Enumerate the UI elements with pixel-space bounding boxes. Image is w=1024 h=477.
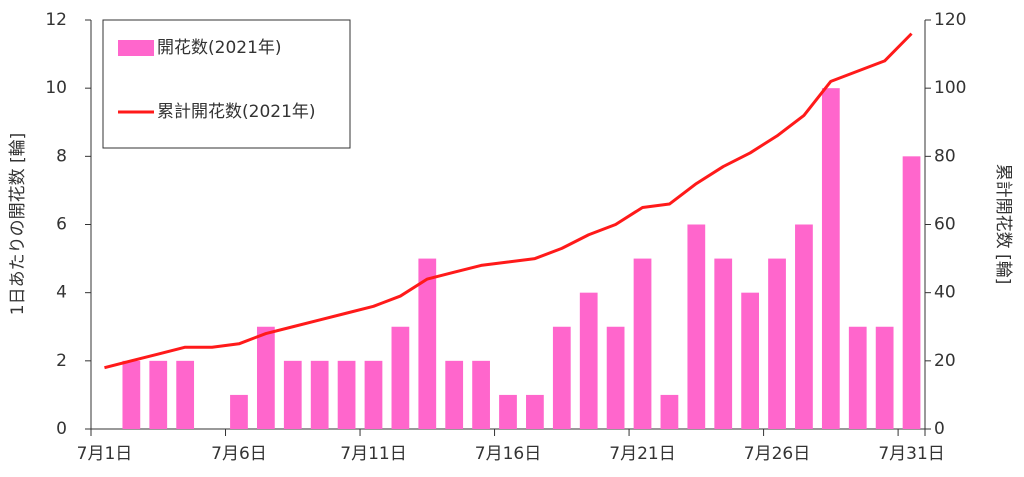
y2-tick-label: 0 bbox=[934, 419, 945, 439]
legend-label: 開花数(2021年) bbox=[157, 38, 282, 58]
y2-tick-label: 60 bbox=[934, 215, 956, 235]
y-tick-label: 4 bbox=[56, 283, 67, 303]
bar bbox=[499, 394, 517, 429]
legend-label: 累計開花数(2021年) bbox=[157, 102, 316, 122]
x-tick-label: 7月31日 bbox=[878, 444, 944, 464]
y2-tick-label: 100 bbox=[934, 78, 966, 98]
y2-axis-title: 累計開花数 [輪] bbox=[993, 164, 1013, 285]
bar bbox=[337, 360, 356, 429]
bar bbox=[848, 326, 867, 429]
x-tick-label: 7月21日 bbox=[609, 444, 675, 464]
y-tick-label: 0 bbox=[56, 419, 67, 439]
y-tick-label: 10 bbox=[45, 78, 67, 98]
bar bbox=[391, 326, 410, 429]
bar bbox=[660, 394, 679, 429]
y-tick-label: 6 bbox=[56, 215, 67, 235]
bar bbox=[418, 258, 437, 429]
bar bbox=[149, 360, 168, 429]
bar bbox=[526, 394, 544, 429]
y2-tick-label: 120 bbox=[934, 10, 966, 30]
bar bbox=[821, 88, 840, 430]
bar bbox=[176, 360, 195, 429]
y2-tick-label: 80 bbox=[934, 146, 956, 166]
bar bbox=[445, 360, 464, 429]
y-axis-title: 1日あたりの開花数 [輪] bbox=[8, 133, 28, 315]
bar bbox=[122, 360, 141, 429]
bar bbox=[283, 360, 302, 429]
bar bbox=[606, 326, 625, 429]
legend-swatch bbox=[118, 40, 154, 56]
bar bbox=[795, 224, 813, 429]
x-tick-label: 7月16日 bbox=[475, 444, 541, 464]
bar bbox=[256, 326, 275, 429]
bar bbox=[768, 258, 786, 429]
y2-tick-label: 40 bbox=[934, 283, 956, 303]
y-tick-label: 2 bbox=[56, 351, 67, 371]
x-tick-label: 7月1日 bbox=[77, 444, 133, 464]
x-tick-label: 7月11日 bbox=[340, 444, 406, 464]
bar bbox=[579, 292, 598, 429]
x-tick-label: 7月6日 bbox=[211, 444, 267, 464]
bar bbox=[741, 292, 760, 429]
bar bbox=[230, 394, 248, 429]
bar bbox=[552, 326, 571, 429]
y2-tick-label: 20 bbox=[934, 351, 956, 371]
y-tick-label: 12 bbox=[45, 10, 67, 30]
y-tick-label: 8 bbox=[56, 146, 67, 166]
bar bbox=[902, 156, 921, 430]
bar bbox=[875, 326, 894, 429]
bar bbox=[310, 360, 329, 429]
bar bbox=[472, 360, 490, 429]
bar bbox=[687, 224, 706, 429]
line bbox=[104, 32, 913, 370]
x-tick-label: 7月26日 bbox=[744, 444, 810, 464]
bar bbox=[633, 258, 652, 429]
bar bbox=[364, 360, 383, 429]
bar bbox=[714, 258, 733, 429]
